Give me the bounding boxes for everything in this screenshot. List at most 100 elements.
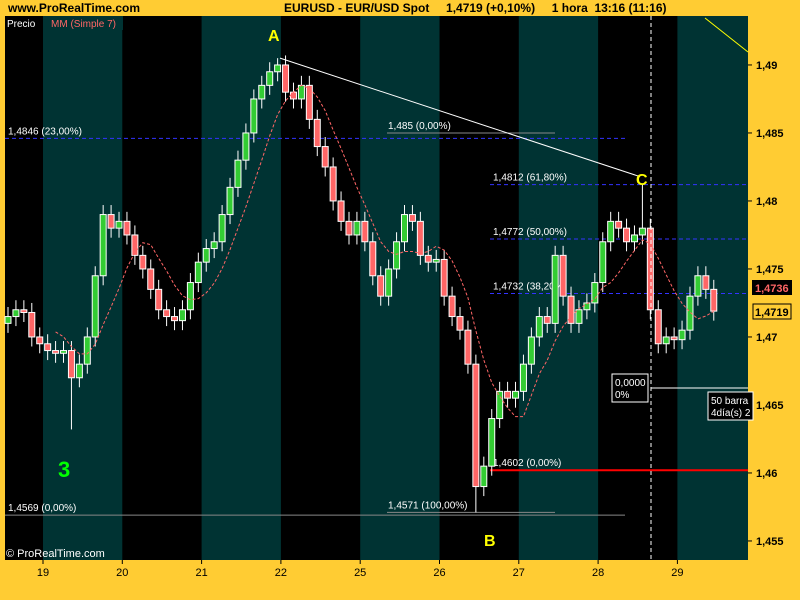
- candle-up: [12, 309, 20, 318]
- x-tick-label: 19: [37, 567, 49, 579]
- candle-down: [567, 295, 575, 324]
- candle-down: [615, 220, 623, 229]
- y-tick-label: 1,455: [756, 536, 784, 548]
- candle-up: [512, 390, 520, 399]
- candle-up: [83, 336, 91, 365]
- candle-up: [266, 71, 274, 86]
- day-band: [201, 16, 281, 560]
- y-tick-label: 1,475: [756, 264, 784, 276]
- candle-down: [424, 254, 432, 263]
- x-tick-label: 29: [671, 567, 683, 579]
- candle-down: [329, 166, 337, 202]
- last-price-tag: [752, 303, 792, 320]
- candle-up: [551, 254, 559, 324]
- candle-up: [535, 316, 543, 338]
- candle-down: [337, 200, 345, 222]
- candle-up: [297, 84, 305, 100]
- instrument: EURUSD - EUR/USD Spot: [284, 1, 430, 15]
- candle-down: [171, 316, 179, 322]
- day-band: [677, 16, 748, 560]
- candle-down: [416, 220, 424, 256]
- candle-down: [377, 275, 385, 297]
- legend-bg: [5, 16, 43, 30]
- candle-down: [361, 220, 369, 243]
- candle-up: [178, 309, 186, 322]
- x-tick-label: 22: [275, 567, 287, 579]
- candle-up: [186, 282, 194, 311]
- y-tick-label: 1,49: [756, 60, 777, 72]
- day-band: [43, 16, 123, 560]
- level-label: 1,4772 (50,00%): [493, 227, 567, 238]
- candle-up: [234, 159, 242, 188]
- x-tick-label: 27: [513, 567, 525, 579]
- candle-up: [202, 248, 210, 263]
- candle-up: [527, 336, 535, 365]
- candle-down: [710, 288, 718, 312]
- site-name[interactable]: www.ProRealTime.com: [8, 1, 141, 15]
- candle-up: [686, 295, 694, 331]
- chart-title: EURUSD - EUR/USD Spot 1,4719 (+0,10%) 1 …: [284, 1, 666, 15]
- trendline-corner: [704, 17, 749, 53]
- candle-up: [115, 220, 123, 229]
- candle-up: [519, 363, 527, 392]
- x-tick-label: 20: [116, 567, 128, 579]
- candle-down: [163, 309, 171, 318]
- delta-pct: 0%: [615, 390, 630, 401]
- candle-down: [155, 288, 163, 311]
- y-tick-label: 1,485: [756, 128, 784, 140]
- candle-up: [488, 418, 496, 467]
- candle-up: [393, 241, 401, 270]
- candle-down: [36, 336, 44, 345]
- candle-up: [583, 302, 591, 311]
- candle-up: [226, 186, 234, 216]
- candle-up: [258, 84, 266, 100]
- candle-down: [408, 214, 416, 222]
- candle-down: [440, 258, 448, 297]
- candle-down: [107, 214, 115, 229]
- candle-down: [305, 84, 313, 120]
- candle-up: [599, 241, 607, 284]
- ma-price-tag: [752, 280, 792, 295]
- wave-label-b: B: [484, 533, 496, 550]
- wave-label-3: 3: [58, 457, 70, 482]
- candle-up: [496, 390, 504, 420]
- level-label: 1,4732 (38,20%): [493, 281, 567, 292]
- level-label: 1,485 (0,00%): [388, 121, 451, 132]
- candle-up: [194, 261, 202, 284]
- candle-up: [250, 98, 258, 134]
- y-tick-label: 1,48: [756, 196, 777, 208]
- bars-box: [707, 391, 754, 421]
- candle-up: [591, 282, 599, 304]
- candle-down: [559, 254, 567, 297]
- time: 13:16 (11:16): [594, 1, 667, 15]
- last-price: 1,4719 (+0,10%): [446, 1, 536, 15]
- candle-down: [44, 343, 52, 352]
- last-price-value: 1,4719: [755, 307, 789, 319]
- candle-down: [654, 309, 662, 345]
- legend-ma: MM (Simple 7): [51, 19, 116, 30]
- candle-down: [289, 91, 297, 100]
- candle-down: [472, 363, 480, 488]
- candle-up: [99, 214, 107, 277]
- level-label: 1,4602 (0,00%): [493, 458, 561, 469]
- level-label: 1,4812 (61,80%): [493, 173, 567, 184]
- candle-up: [662, 336, 670, 345]
- candle-up: [607, 220, 615, 243]
- legend-price: Precio: [7, 19, 36, 30]
- candle-up: [4, 316, 12, 324]
- candle-up: [242, 132, 250, 161]
- candle-down: [52, 350, 60, 354]
- candle-down: [28, 311, 36, 338]
- candle-up: [480, 465, 488, 488]
- x-tick-label: 26: [433, 567, 445, 579]
- candle-up: [575, 309, 583, 324]
- candle-down: [139, 254, 147, 270]
- candle-down: [646, 227, 654, 311]
- candles: [4, 55, 718, 513]
- candle-up: [432, 258, 440, 263]
- candle-up: [401, 214, 408, 243]
- candle-up: [353, 220, 361, 236]
- timeframe[interactable]: 1 hora: [551, 1, 588, 15]
- candle-down: [123, 220, 131, 236]
